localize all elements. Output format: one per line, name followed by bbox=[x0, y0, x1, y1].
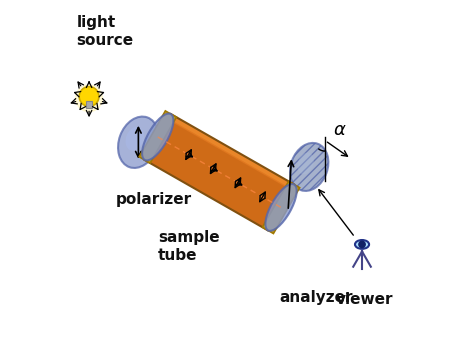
Text: α: α bbox=[334, 121, 346, 139]
Polygon shape bbox=[139, 111, 176, 163]
Polygon shape bbox=[263, 181, 300, 234]
Circle shape bbox=[76, 85, 102, 111]
Polygon shape bbox=[145, 114, 294, 230]
Ellipse shape bbox=[290, 143, 328, 191]
Text: light
source: light source bbox=[77, 16, 134, 48]
Circle shape bbox=[79, 87, 99, 106]
Text: analyzer: analyzer bbox=[279, 290, 353, 305]
Ellipse shape bbox=[118, 116, 159, 168]
Text: viewer: viewer bbox=[336, 292, 393, 307]
Circle shape bbox=[359, 241, 365, 247]
Text: sample
tube: sample tube bbox=[158, 230, 219, 263]
Polygon shape bbox=[168, 114, 294, 189]
Ellipse shape bbox=[355, 240, 369, 249]
Ellipse shape bbox=[298, 153, 314, 174]
FancyBboxPatch shape bbox=[86, 102, 92, 108]
Ellipse shape bbox=[142, 114, 173, 160]
Ellipse shape bbox=[265, 184, 297, 231]
Ellipse shape bbox=[126, 127, 144, 151]
Text: polarizer: polarizer bbox=[116, 192, 191, 207]
Polygon shape bbox=[145, 120, 291, 230]
